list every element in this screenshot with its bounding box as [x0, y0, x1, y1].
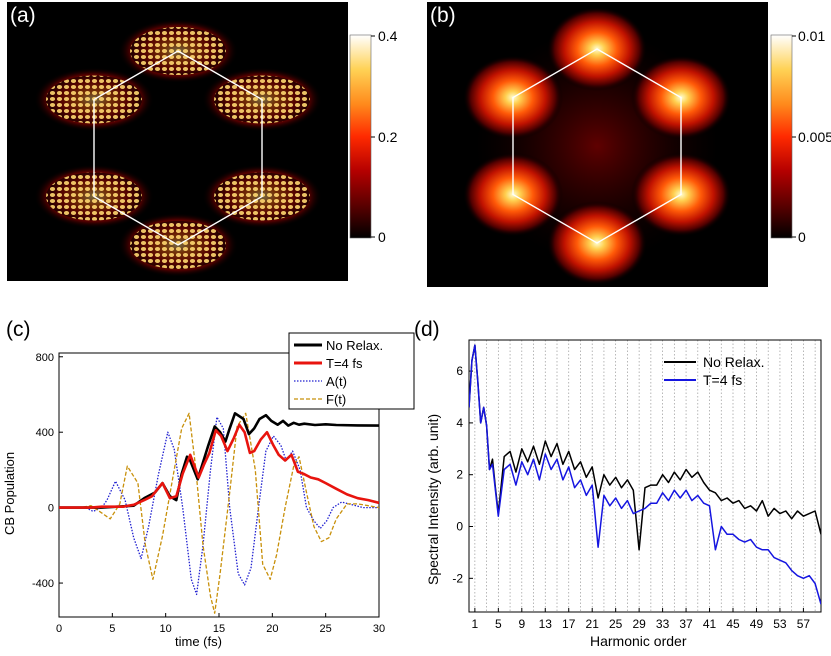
plot-lines-d: [469, 344, 821, 605]
colorbar-a-tick-label: 0.4: [378, 28, 398, 44]
axis-ticks-c: 0 5 10 15 20 25 30 800 400 0 -400: [32, 352, 385, 635]
y-axis-label-d: Spectral Intensity (arb. unit): [425, 414, 441, 585]
x-tick-label-d: 5: [495, 617, 502, 631]
x-tick-label-c: 0: [56, 623, 62, 635]
y-tick-label-c: 0: [48, 503, 54, 515]
legend-label-ft: F(t): [326, 392, 346, 407]
colorbar-b-tick-label: 0.01: [798, 28, 825, 44]
panel-b: (b) 0.01 0.005 0: [427, 2, 831, 287]
y-tick-label-d: -2: [452, 571, 463, 585]
legend-label-t4fs-d: T=4 fs: [703, 372, 742, 388]
legend-d: No Relax. T=4 fs: [664, 354, 764, 388]
series-line-a-t-: [59, 416, 379, 596]
brillouin-zone-hexagon-a: [93, 50, 263, 246]
series-line-t-4-fs: [59, 423, 379, 509]
x-axis-label-c: time (fs): [175, 634, 222, 649]
panel-a: (a) 0.4 0.2 0: [7, 2, 398, 281]
x-axis-label-d: Harmonic order: [590, 633, 687, 649]
y-tick-label-d: 6: [456, 364, 463, 378]
colorbar-a-tick-label: 0: [378, 229, 386, 245]
series-line-f-t-: [59, 412, 379, 614]
colorbar-a: [349, 34, 372, 239]
x-tick-label-c: 25: [320, 623, 332, 635]
y-tick-label-c: 400: [36, 427, 54, 439]
x-tick-label-d: 1: [472, 617, 479, 631]
y-axis-label-c: CB Population: [2, 452, 17, 535]
colorbar-b-tick-label: 0.005: [798, 129, 831, 145]
x-tick-label-d: 53: [773, 617, 787, 631]
panel-c: (c) 0 5 10 15 20 25 30 800 400 0 -400 time (fs) CB…: [2, 318, 415, 649]
legend-c: No Relax. T=4 fs A(t) F(t): [288, 332, 415, 410]
x-tick-label-c: 20: [266, 623, 278, 635]
x-tick-label-d: 13: [539, 617, 553, 631]
panel-label-c: (c): [6, 318, 31, 341]
y-tick-label-d: 4: [456, 416, 463, 430]
plot-frame-d: [468, 339, 822, 613]
brillouin-zone-hexagon-b: [512, 48, 682, 244]
colorbar-a-tick-label: 0.2: [378, 129, 398, 145]
plot-lines-c: [59, 411, 379, 614]
colorbar-b: [770, 34, 793, 239]
legend-label-t4fs: T=4 fs: [326, 356, 363, 371]
series-line-t-4-fs-d: [469, 344, 821, 605]
colorbar-b-ticks: 0.01 0.005 0: [792, 28, 831, 245]
y-tick-label-d: 2: [456, 468, 463, 482]
x-tick-label-d: 45: [726, 617, 740, 631]
panel-label-b: (b): [430, 4, 456, 27]
panel-label-d: (d): [414, 318, 440, 341]
y-tick-label-c: -400: [32, 578, 54, 590]
y-tick-label-d: 0: [456, 520, 463, 534]
legend-label-no-relax: No Relax.: [326, 338, 383, 353]
x-tick-label-c: 30: [373, 623, 385, 635]
colorbar-b-tick-label: 0: [798, 229, 806, 245]
x-tick-label-d: 57: [797, 617, 811, 631]
series-line-no-relax-: [59, 411, 379, 509]
x-tick-label-c: 10: [160, 623, 172, 635]
axis-ticks-d: 1 5 9 13 17 21 25 29 33 37 41 45 49 53 57 6 4 2 0 -2: [452, 364, 810, 631]
x-tick-label-d: 9: [518, 617, 525, 631]
panel-label-a: (a): [10, 4, 36, 27]
heatmap-a-intensity: [33, 19, 323, 277]
series-line-no-relax--d: [469, 344, 821, 551]
colorbar-a-ticks: 0.4 0.2 0: [371, 28, 398, 245]
x-tick-label-d: 17: [562, 617, 576, 631]
legend-label-no-relax-d: No Relax.: [703, 354, 764, 370]
x-tick-label-c: 5: [109, 623, 115, 635]
x-tick-label-d: 25: [609, 617, 623, 631]
x-tick-label-d: 21: [586, 617, 600, 631]
grid-d: [474, 340, 816, 612]
legend-label-at: A(t): [326, 374, 347, 389]
x-tick-label-d: 41: [703, 617, 717, 631]
x-tick-label-c: 15: [213, 623, 225, 635]
y-tick-label-c: 800: [36, 352, 54, 364]
x-tick-label-d: 33: [656, 617, 670, 631]
x-tick-label-d: 49: [750, 617, 764, 631]
x-tick-label-d: 37: [679, 617, 693, 631]
panel-d: (d) 1 5 9 13 17 21 25 29 33 37 41 45 49 53 57 6 4 2 0 -2 Ha…: [414, 318, 822, 649]
x-tick-label-d: 29: [632, 617, 646, 631]
